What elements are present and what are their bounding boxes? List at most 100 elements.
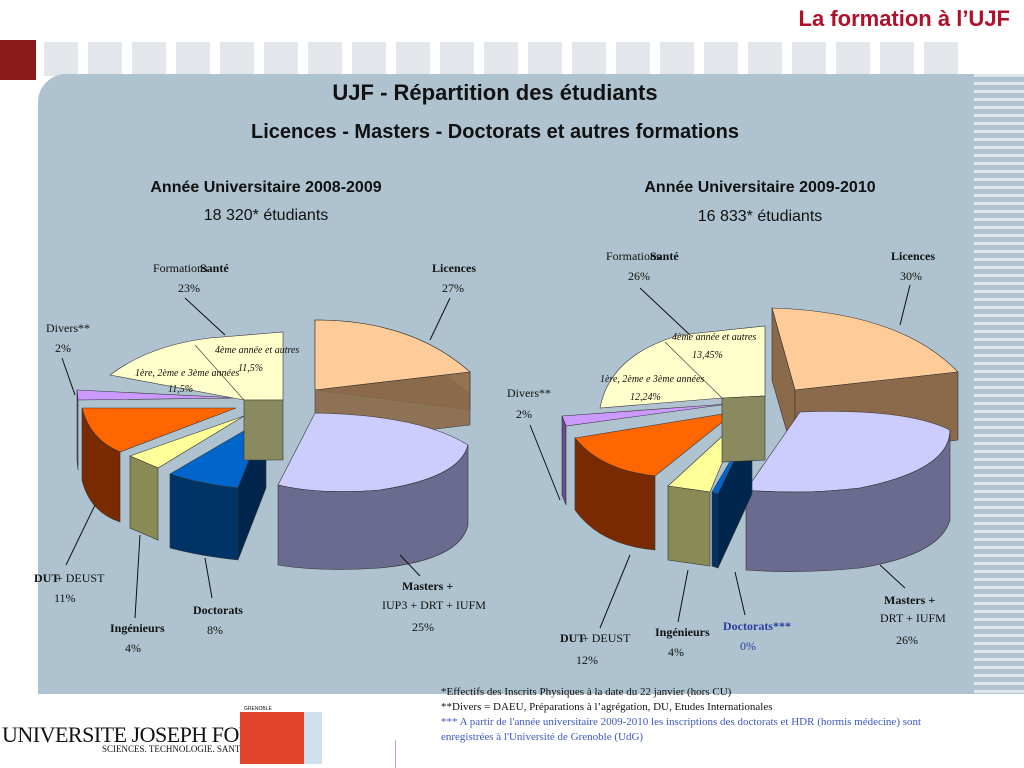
label-sante-r: Santé	[650, 249, 679, 263]
decorative-line	[974, 370, 1024, 373]
decorative-line	[974, 658, 1024, 661]
decorative-line	[974, 418, 1024, 421]
decorative-stripe	[924, 42, 958, 76]
decorative-stripe	[308, 42, 342, 76]
decorative-line	[974, 106, 1024, 109]
decorative-line	[974, 506, 1024, 509]
decorative-line	[974, 322, 1024, 325]
logo-shape-blue	[300, 712, 322, 764]
decorative-line	[974, 146, 1024, 149]
label-sub1-pct-r: 12,24%	[630, 392, 661, 403]
decorative-line	[974, 226, 1024, 229]
label-doc-r: Doctorats***	[723, 619, 791, 633]
decorative-line	[974, 650, 1024, 653]
label-divers-pct: 2%	[55, 341, 71, 355]
pie-slice-masters	[277, 412, 469, 570]
label-sub2-pct: 11,5%	[238, 363, 263, 374]
decorative-line	[974, 514, 1024, 517]
footnote-2: **Divers = DAEU, Préparations à l’agréga…	[441, 701, 773, 713]
decorative-line	[974, 482, 1024, 485]
decorative-stripe	[176, 42, 210, 76]
decorative-line	[974, 386, 1024, 389]
decorative-stripe	[792, 42, 826, 76]
label-sub2: 4ème année et autres	[215, 345, 299, 356]
label-ing: Ingénieurs	[110, 621, 165, 635]
decorative-line	[974, 274, 1024, 277]
decorative-line	[974, 602, 1024, 605]
decorative-line	[974, 250, 1024, 253]
chart-left-labels: Formations Santé 23% Licences 27% Divers…	[34, 261, 486, 655]
decorative-line	[974, 578, 1024, 581]
university-logo-tagline: SCIENCES. TECHNOLOGIE. SANTÉ	[102, 744, 246, 754]
decorative-line	[974, 498, 1024, 501]
chart-right-pie	[561, 307, 959, 572]
label-masters-pct-r: 26%	[896, 633, 918, 647]
pie-slice-masters-r	[745, 411, 951, 572]
logo-shape-icon	[240, 712, 304, 764]
divider-line	[395, 740, 396, 768]
decorative-line	[974, 434, 1024, 437]
decorative-stripe	[660, 42, 694, 76]
label-sub1-r: 1ère, 2ème e 3ème années	[600, 374, 704, 385]
decorative-line	[974, 298, 1024, 301]
footnote-1: *Effectifs des Inscrits Physiques à la d…	[441, 686, 732, 698]
label-dut-rest: + DEUST	[56, 571, 105, 585]
label-licences-pct-r: 30%	[900, 269, 922, 283]
decorative-right-lines	[974, 74, 1024, 694]
decorative-line	[974, 586, 1024, 589]
decorative-stripe	[396, 42, 430, 76]
pie-slice-dut-r	[574, 411, 737, 551]
label-masters-r: Masters +	[884, 593, 935, 607]
label-formations: Formations	[153, 261, 208, 275]
label-masters-rest-r: DRT + IUFM	[880, 611, 946, 625]
decorative-stripe	[44, 42, 78, 76]
chart-right-title: Année Universitaire 2009-2010	[644, 179, 875, 196]
chart-right-subtitle: 16 833* étudiants	[698, 208, 823, 225]
decorative-line	[974, 674, 1024, 677]
decorative-line	[974, 122, 1024, 125]
decorative-line	[974, 170, 1024, 173]
decorative-stripe	[132, 42, 166, 76]
pie-slice-dut	[81, 407, 237, 523]
decorative-line	[974, 690, 1024, 693]
decorative-stripe	[484, 42, 518, 76]
decorative-line	[974, 162, 1024, 165]
label-dut-pct: 11%	[54, 591, 76, 605]
page-subtitle: Licences - Masters - Doctorats et autres…	[251, 121, 739, 143]
decorative-stripe	[220, 42, 254, 76]
label-masters: Masters +	[402, 579, 453, 593]
decorative-stripe	[528, 42, 562, 76]
decorative-line	[974, 442, 1024, 445]
label-doc-pct: 8%	[207, 623, 223, 637]
pie-slice-divers-r	[561, 403, 729, 506]
decorative-stripe	[616, 42, 650, 76]
decorative-line	[974, 490, 1024, 493]
decorative-line	[974, 546, 1024, 549]
decorative-stripe	[836, 42, 870, 76]
footnotes: *Effectifs des Inscrits Physiques à la d…	[441, 685, 941, 745]
decorative-stripe	[748, 42, 782, 76]
decorative-line	[974, 402, 1024, 405]
decorative-line	[974, 194, 1024, 197]
decorative-line	[974, 330, 1024, 333]
label-divers: Divers**	[46, 321, 90, 335]
decorative-line	[974, 82, 1024, 85]
label-licences-r: Licences	[891, 249, 935, 263]
decorative-line	[974, 466, 1024, 469]
decorative-line	[974, 618, 1024, 621]
decorative-line	[974, 682, 1024, 685]
decorative-line	[974, 594, 1024, 597]
decorative-line	[974, 338, 1024, 341]
decorative-red-square	[0, 40, 36, 80]
decorative-line	[974, 154, 1024, 157]
decorative-line	[974, 90, 1024, 93]
label-sub2-pct-r: 13,45%	[692, 350, 723, 361]
decorative-stripe	[88, 42, 122, 76]
decorative-line	[974, 74, 1024, 77]
decorative-line	[974, 634, 1024, 637]
decorative-line	[974, 626, 1024, 629]
label-sante: Santé	[200, 261, 229, 275]
decorative-stripe	[264, 42, 298, 76]
label-licences-pct: 27%	[442, 281, 464, 295]
